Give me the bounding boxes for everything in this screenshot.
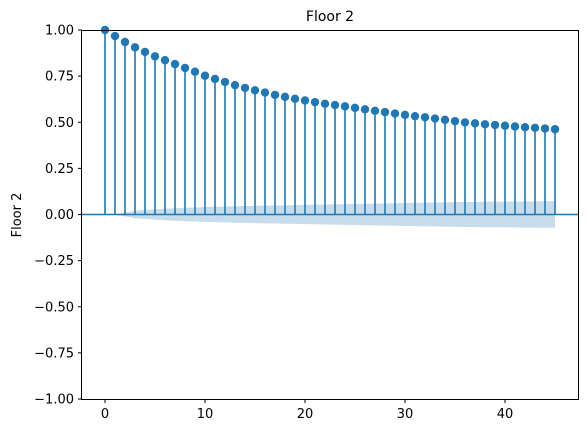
stem-marker	[500, 121, 510, 130]
stem-marker	[240, 83, 250, 93]
x-tick-label: 20	[297, 407, 314, 422]
stem-marker	[320, 99, 330, 109]
x-tick-label: 0	[101, 407, 109, 422]
y-tick-label: 1.00	[45, 24, 74, 39]
y-tick-label: 0.00	[45, 208, 74, 223]
stem-marker	[330, 100, 340, 110]
stem-marker	[400, 110, 410, 120]
stem-marker	[200, 71, 210, 80]
stem-marker	[510, 122, 520, 131]
stem-marker	[120, 37, 130, 47]
stem-marker	[130, 43, 140, 52]
stem-marker	[260, 88, 270, 97]
markers-layer	[100, 25, 560, 134]
y-tick-label: 0.50	[45, 116, 74, 131]
stem-marker	[280, 92, 290, 101]
x-tick-label: 30	[397, 407, 414, 422]
stem-marker	[540, 124, 550, 133]
y-tick-label: −0.25	[34, 254, 74, 269]
stem-marker	[460, 118, 470, 127]
stem-marker	[430, 114, 440, 123]
chart-title: Floor 2	[306, 9, 354, 25]
stem-marker	[530, 123, 540, 132]
stem-marker	[210, 74, 220, 84]
stem-marker	[550, 125, 560, 134]
stem-marker	[270, 90, 280, 100]
stem-marker	[390, 109, 400, 118]
y-tick-label: 0.75	[45, 70, 74, 85]
stem-marker	[470, 119, 480, 128]
y-tick-label: −0.75	[34, 346, 74, 361]
stem-marker	[230, 80, 240, 90]
y-axis-ticks: −1.00 −0.75 −0.50 −0.25 0.00 0.25 0.50 0.75 1.00	[34, 24, 82, 408]
y-tick-label: −1.00	[34, 393, 74, 408]
stem-marker	[100, 25, 110, 35]
stem-marker	[370, 106, 380, 116]
stem-marker	[480, 120, 490, 129]
stem-marker	[110, 31, 120, 41]
stem-marker	[310, 97, 320, 107]
stem-marker	[140, 47, 150, 57]
stem-marker	[250, 86, 260, 95]
stem-marker	[360, 105, 370, 114]
stem-marker	[450, 116, 460, 126]
stem-marker	[290, 94, 300, 104]
stem-marker	[410, 111, 420, 121]
stem-marker	[380, 107, 390, 117]
x-tick-label: 40	[497, 407, 514, 422]
stem-marker	[300, 96, 310, 105]
stem-marker	[220, 77, 230, 87]
stem-marker	[160, 56, 170, 65]
stem-marker	[420, 113, 430, 122]
x-axis-ticks: 0 10 20 30 40	[101, 399, 513, 422]
stem-marker	[340, 102, 350, 111]
stem-marker	[440, 115, 450, 125]
stem-marker	[180, 63, 190, 73]
stem-marker	[520, 123, 530, 132]
stems-layer	[104, 30, 556, 215]
stem-marker	[350, 103, 360, 113]
stem-marker	[490, 120, 500, 130]
x-tick-label: 10	[197, 407, 214, 422]
stem-marker	[190, 67, 200, 76]
stem-marker	[150, 52, 160, 61]
y-axis-label: Floor 2	[10, 193, 25, 238]
y-tick-label: −0.50	[34, 300, 74, 315]
y-tick-label: 0.25	[45, 162, 74, 177]
stem-marker	[170, 59, 180, 69]
